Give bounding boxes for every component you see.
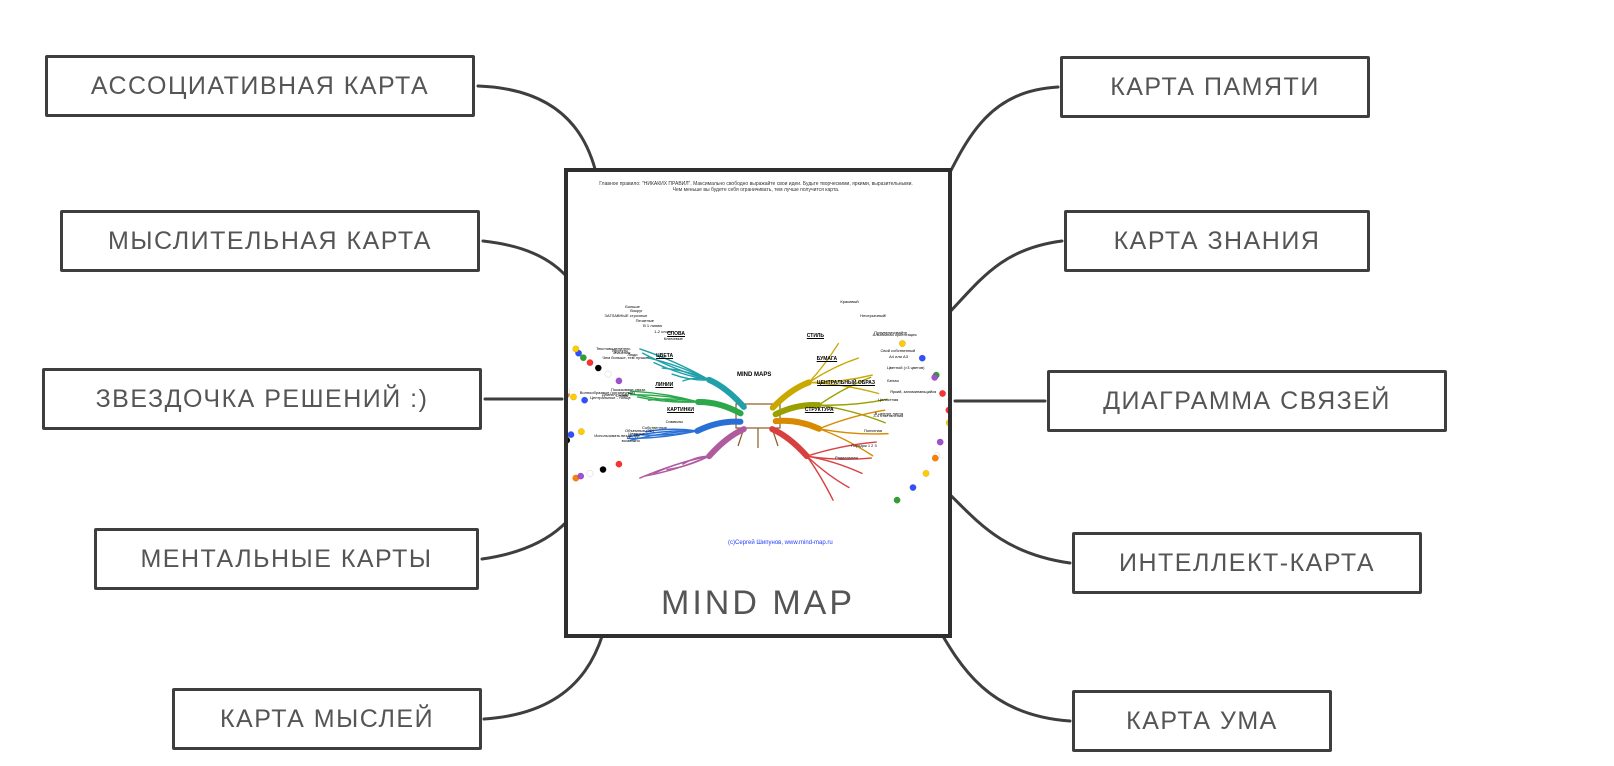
thumb-leaf: Больше (580, 304, 640, 309)
label-text: АССОЦИАТИВНАЯ КАРТА (91, 72, 429, 101)
thumb-leaf: Вокруг (583, 308, 643, 313)
diagram-stage: Главное правило: "НИКАКИХ ПРАВИЛ". Макси… (0, 0, 1614, 766)
thumb-caption: Главное правило: "НИКАКИХ ПРАВИЛ". Макси… (596, 182, 916, 193)
thumb-leaf: Текстовыделитель (570, 346, 630, 351)
label-box-knowledge: КАРТА ЗНАНИЯ (1064, 210, 1370, 272)
thumb-leaf: Понятная (864, 428, 924, 433)
thumb-center-label: MIND MAPS (736, 372, 772, 378)
thumb-branch-0: СТИЛЬ (807, 333, 824, 339)
thumb-leaf: Целостная (878, 397, 938, 402)
thumb-leaf: Печатные (594, 318, 654, 323)
thumb-leaf: Яркий, запоминающийся (890, 389, 950, 394)
thumb-branch-2: ЦЕНТРАЛЬНЫЙ ОБРАЗ (817, 380, 875, 386)
label-text: КАРТА ПАМЯТИ (1110, 73, 1320, 102)
thumb-leaf: Символы (623, 419, 683, 424)
label-box-memory: КАРТА ПАМЯТИ (1060, 56, 1370, 118)
label-box-intellect: ИНТЕЛЛЕКТ-КАРТА (1072, 532, 1422, 594)
thumb-leaf: Ключевые (623, 336, 683, 341)
thumb-leaf: ЗАГЛАВНЫЕ строчные (587, 313, 647, 318)
thumb-branch-5: ЛИНИИ (655, 382, 673, 388)
thumb-leaf: Альбомная ориентация (873, 332, 933, 337)
thumb-branch-4: КАРТИНКИ (667, 407, 694, 413)
thumb-credit: (с)Сергей Шипунов, www.mind-map.ru (728, 540, 833, 546)
thumb-leaf: В 1 линию (602, 323, 662, 328)
label-box-links: ДИАГРАММА СВЯЗЕЙ (1047, 370, 1447, 432)
central-title: MIND MAP (568, 584, 948, 623)
label-text: МЫСЛИТЕЛЬНАЯ КАРТА (108, 227, 432, 256)
connector-intellect (932, 478, 1070, 563)
thumb-leaf: Белая (887, 378, 947, 383)
thumb-leaf: Радиальная (835, 455, 895, 460)
label-text: ДИАГРАММА СВЯЗЕЙ (1103, 387, 1391, 416)
thumb-leaf: Свой собственный (881, 348, 941, 353)
label-box-assoc: АССОЦИАТИВНАЯ КАРТА (45, 55, 475, 117)
thumbnail-svg (568, 172, 948, 634)
label-text: ИНТЕЛЛЕКТ-КАРТА (1119, 549, 1375, 578)
thumb-leaf: Собственные (607, 425, 667, 430)
thumb-leaf: Порядок 1 2 3 (851, 443, 911, 448)
label-box-thoughts: КАРТА МЫСЛЕЙ (172, 688, 482, 750)
label-box-think: МЫСЛИТЕЛЬНАЯ КАРТА (60, 210, 480, 272)
thumb-branch-1: БУМАГА (817, 356, 838, 362)
thumb-leaf: А4 или А3 (889, 354, 949, 359)
label-box-mental: МЕНТАЛЬНЫЕ КАРТЫ (94, 528, 479, 590)
label-text: МЕНТАЛЬНЫЕ КАРТЫ (140, 545, 432, 574)
central-card: Главное правило: "НИКАКИХ ПРАВИЛ". Макси… (564, 168, 952, 638)
thumb-leaf: 1-2 слова (612, 329, 672, 334)
thumb-branch-3: СТРУКТУРА (805, 407, 834, 413)
thumb-leaf: Красивый (840, 299, 900, 304)
thumb-branch-6: ЦВЕТА (656, 353, 673, 359)
label-text: КАРТА ЗНАНИЯ (1114, 227, 1321, 256)
thumb-leaf: Цветной (>3 цветов) (887, 365, 947, 370)
thumb-leaf: Несерьезный! (860, 313, 920, 318)
central-thumbnail: Главное правило: "НИКАКИХ ПРАВИЛ". Макси… (568, 172, 948, 634)
label-text: КАРТА УМА (1126, 707, 1278, 736)
label-box-star: ЗВЕЗДОЧКА РЕШЕНИЙ :) (42, 368, 482, 430)
label-box-mind-ru: КАРТА УМА (1072, 690, 1332, 752)
label-text: ЗВЕЗДОЧКА РЕШЕНИЙ :) (96, 385, 429, 414)
thumb-leaf: Показывают связи (585, 387, 645, 392)
thumb-leaf: 3-4 ответвления (873, 413, 933, 418)
label-text: КАРТА МЫСЛЕЙ (220, 705, 434, 734)
